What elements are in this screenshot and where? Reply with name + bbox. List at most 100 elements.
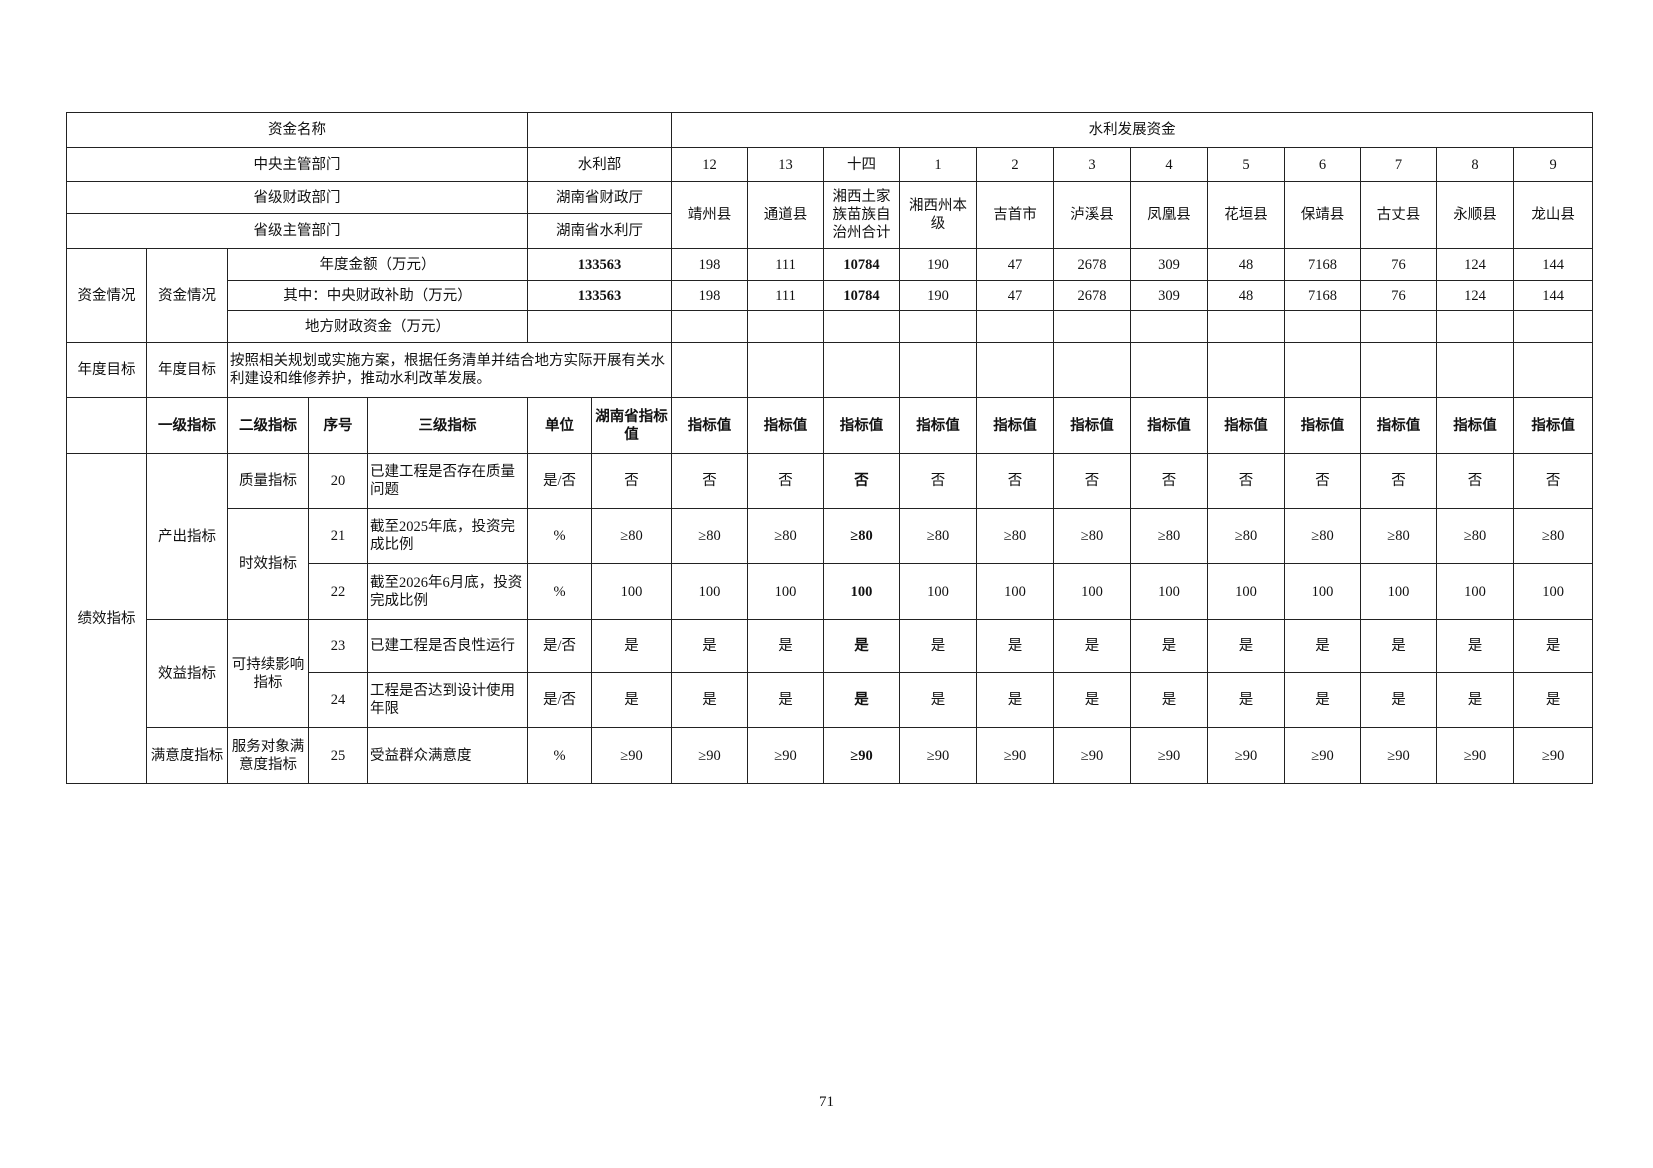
- table-row: 资金名称 水利发展资金: [65, 112, 1594, 148]
- unit: 是/否: [527, 619, 593, 673]
- value-header: 指标值: [1207, 397, 1286, 454]
- indicator-value: 是: [976, 619, 1055, 673]
- central-subsidy: 76: [1360, 280, 1438, 311]
- indicator-value: 是: [1207, 619, 1286, 673]
- annual-amount: 48: [1207, 248, 1286, 281]
- value-header: 指标值: [899, 397, 978, 454]
- table-row: 中央主管部门 水利部 12 13 十四 1 2 3 4 5 6 7 8 9: [65, 147, 1594, 182]
- seq-number: 21: [308, 508, 368, 564]
- column-number: 13: [747, 147, 825, 182]
- indicator-value: ≥80: [1207, 508, 1286, 564]
- indicator-value: ≥80: [1360, 508, 1438, 564]
- level3-indicator: 截至2025年底，投资完成比例: [366, 508, 529, 564]
- annual-amount: 144: [1513, 248, 1594, 281]
- seq-number: 25: [308, 727, 368, 784]
- central-subsidy: 48: [1207, 280, 1286, 311]
- indicator-value: 否: [1207, 453, 1286, 509]
- indicator-value: 是: [823, 672, 901, 728]
- region-name: 湘西土家族苗族自治州合计: [823, 181, 901, 249]
- indicator-value: 否: [1053, 453, 1132, 509]
- level3-indicator: 工程是否达到设计使用年限: [366, 672, 529, 728]
- indicator-value: 是: [671, 619, 749, 673]
- indicator-value: 是: [1130, 672, 1209, 728]
- fund-name-label: 资金名称: [65, 112, 529, 148]
- region-name: 永顺县: [1436, 181, 1515, 249]
- column-number: 1: [899, 147, 978, 182]
- local-funds: [823, 310, 901, 343]
- indicator-value: 否: [671, 453, 749, 509]
- seq-number: 24: [308, 672, 368, 728]
- indicator-value: 是: [1513, 619, 1594, 673]
- indicator-value: ≥80: [899, 508, 978, 564]
- level2-indicator: 服务对象满意度指标: [227, 727, 309, 784]
- central-dept-label: 中央主管部门: [65, 147, 529, 182]
- annual-goal-sub-label: 年度目标: [146, 342, 228, 398]
- indicator-value: ≥80: [823, 508, 901, 564]
- value-header: 指标值: [671, 397, 749, 454]
- annual-goal: [1207, 342, 1286, 398]
- indicator-value: 是: [747, 672, 825, 728]
- central-subsidy: 190: [899, 280, 978, 311]
- column-number: 12: [671, 147, 749, 182]
- performance-label: 绩效指标: [66, 453, 147, 784]
- province-value: 否: [591, 453, 673, 509]
- level1-indicator: 效益指标: [146, 619, 228, 728]
- indicator-value: ≥80: [1513, 508, 1594, 564]
- indicator-value: 是: [899, 672, 978, 728]
- indicator-value: ≥80: [671, 508, 749, 564]
- indicator-value: 是: [899, 619, 978, 673]
- indicator-value: ≥80: [1284, 508, 1362, 564]
- indicator-value: 100: [976, 563, 1055, 620]
- level2-indicator: 质量指标: [227, 453, 309, 509]
- region-name: 靖州县: [671, 181, 749, 249]
- local-funds: [1513, 310, 1594, 343]
- annual-amount: 124: [1436, 248, 1515, 281]
- central-subsidy: 7168: [1284, 280, 1362, 311]
- indicator-value: 100: [899, 563, 978, 620]
- table-row: 效益指标 可持续影响指标 23 已建工程是否良性运行 是/否是是是是是是是是是是是是是: [67, 619, 1594, 728]
- local-funds: [1436, 310, 1515, 343]
- value-header: 指标值: [1513, 397, 1594, 454]
- annual-goal: [747, 342, 825, 398]
- indicator-value: 是: [1513, 672, 1594, 728]
- annual-goal: [671, 342, 749, 398]
- indicator-value: ≥90: [1284, 727, 1362, 784]
- indicator-value: 100: [747, 563, 825, 620]
- annual-goal: [1053, 342, 1132, 398]
- unit-header: 单位: [527, 397, 593, 454]
- table-row: 省级主管部门 湖南省水利厅: [65, 213, 1593, 249]
- local-funds: [1053, 310, 1132, 343]
- table-row: 绩效指标 产出指标 质量指标 20 已建工程是否存在质量问题 是/否否否否否否否否否否否否…: [66, 453, 1594, 784]
- value-header: 指标值: [1436, 397, 1515, 454]
- prov-finance-label: 省级财政部门: [65, 181, 529, 214]
- indicator-value: 100: [1284, 563, 1362, 620]
- central-subsidy: 198: [671, 280, 749, 311]
- value-header: 指标值: [1130, 397, 1209, 454]
- annual-amount: 2678: [1053, 248, 1132, 281]
- annual-amount: 309: [1130, 248, 1209, 281]
- value-header: 指标值: [823, 397, 901, 454]
- annual-amount: 47: [976, 248, 1055, 281]
- annual-amount: 198: [671, 248, 749, 281]
- central-subsidy: 124: [1436, 280, 1515, 311]
- table-row: 时效指标 21 截至2025年底，投资完成比例% ≥80 ≥80 ≥80 ≥80 ≥80 ≥80…: [67, 508, 1594, 620]
- indicator-value: 否: [823, 453, 901, 509]
- column-number: 6: [1284, 147, 1362, 182]
- annual-amount-label: 年度金额（万元）: [226, 248, 529, 281]
- level3-indicator: 受益群众满意度: [366, 727, 529, 784]
- annual-amount: 76: [1360, 248, 1438, 281]
- column-number: 4: [1130, 147, 1209, 182]
- annual-amount-total: 133563: [527, 248, 673, 281]
- region-name: 吉首市: [976, 181, 1055, 249]
- indicator-value: 否: [1284, 453, 1362, 509]
- local-funds-label: 地方财政资金（万元）: [226, 310, 529, 343]
- prov-dept-value: 湖南省水利厅: [527, 213, 673, 249]
- level3-indicator: 已建工程是否存在质量问题: [366, 453, 529, 509]
- table-row: 一级指标 二级指标 序号 三级指标 单位 湖南省指标值 指标值 指标值 指标值 指标值 指标值 指标值…: [66, 397, 1594, 454]
- indicator-value: 100: [1360, 563, 1438, 620]
- value-header: 指标值: [747, 397, 825, 454]
- central-subsidy: 111: [747, 280, 825, 311]
- indicator-value: 是: [671, 672, 749, 728]
- indicator-value: ≥90: [823, 727, 901, 784]
- indicator-value: ≥80: [1053, 508, 1132, 564]
